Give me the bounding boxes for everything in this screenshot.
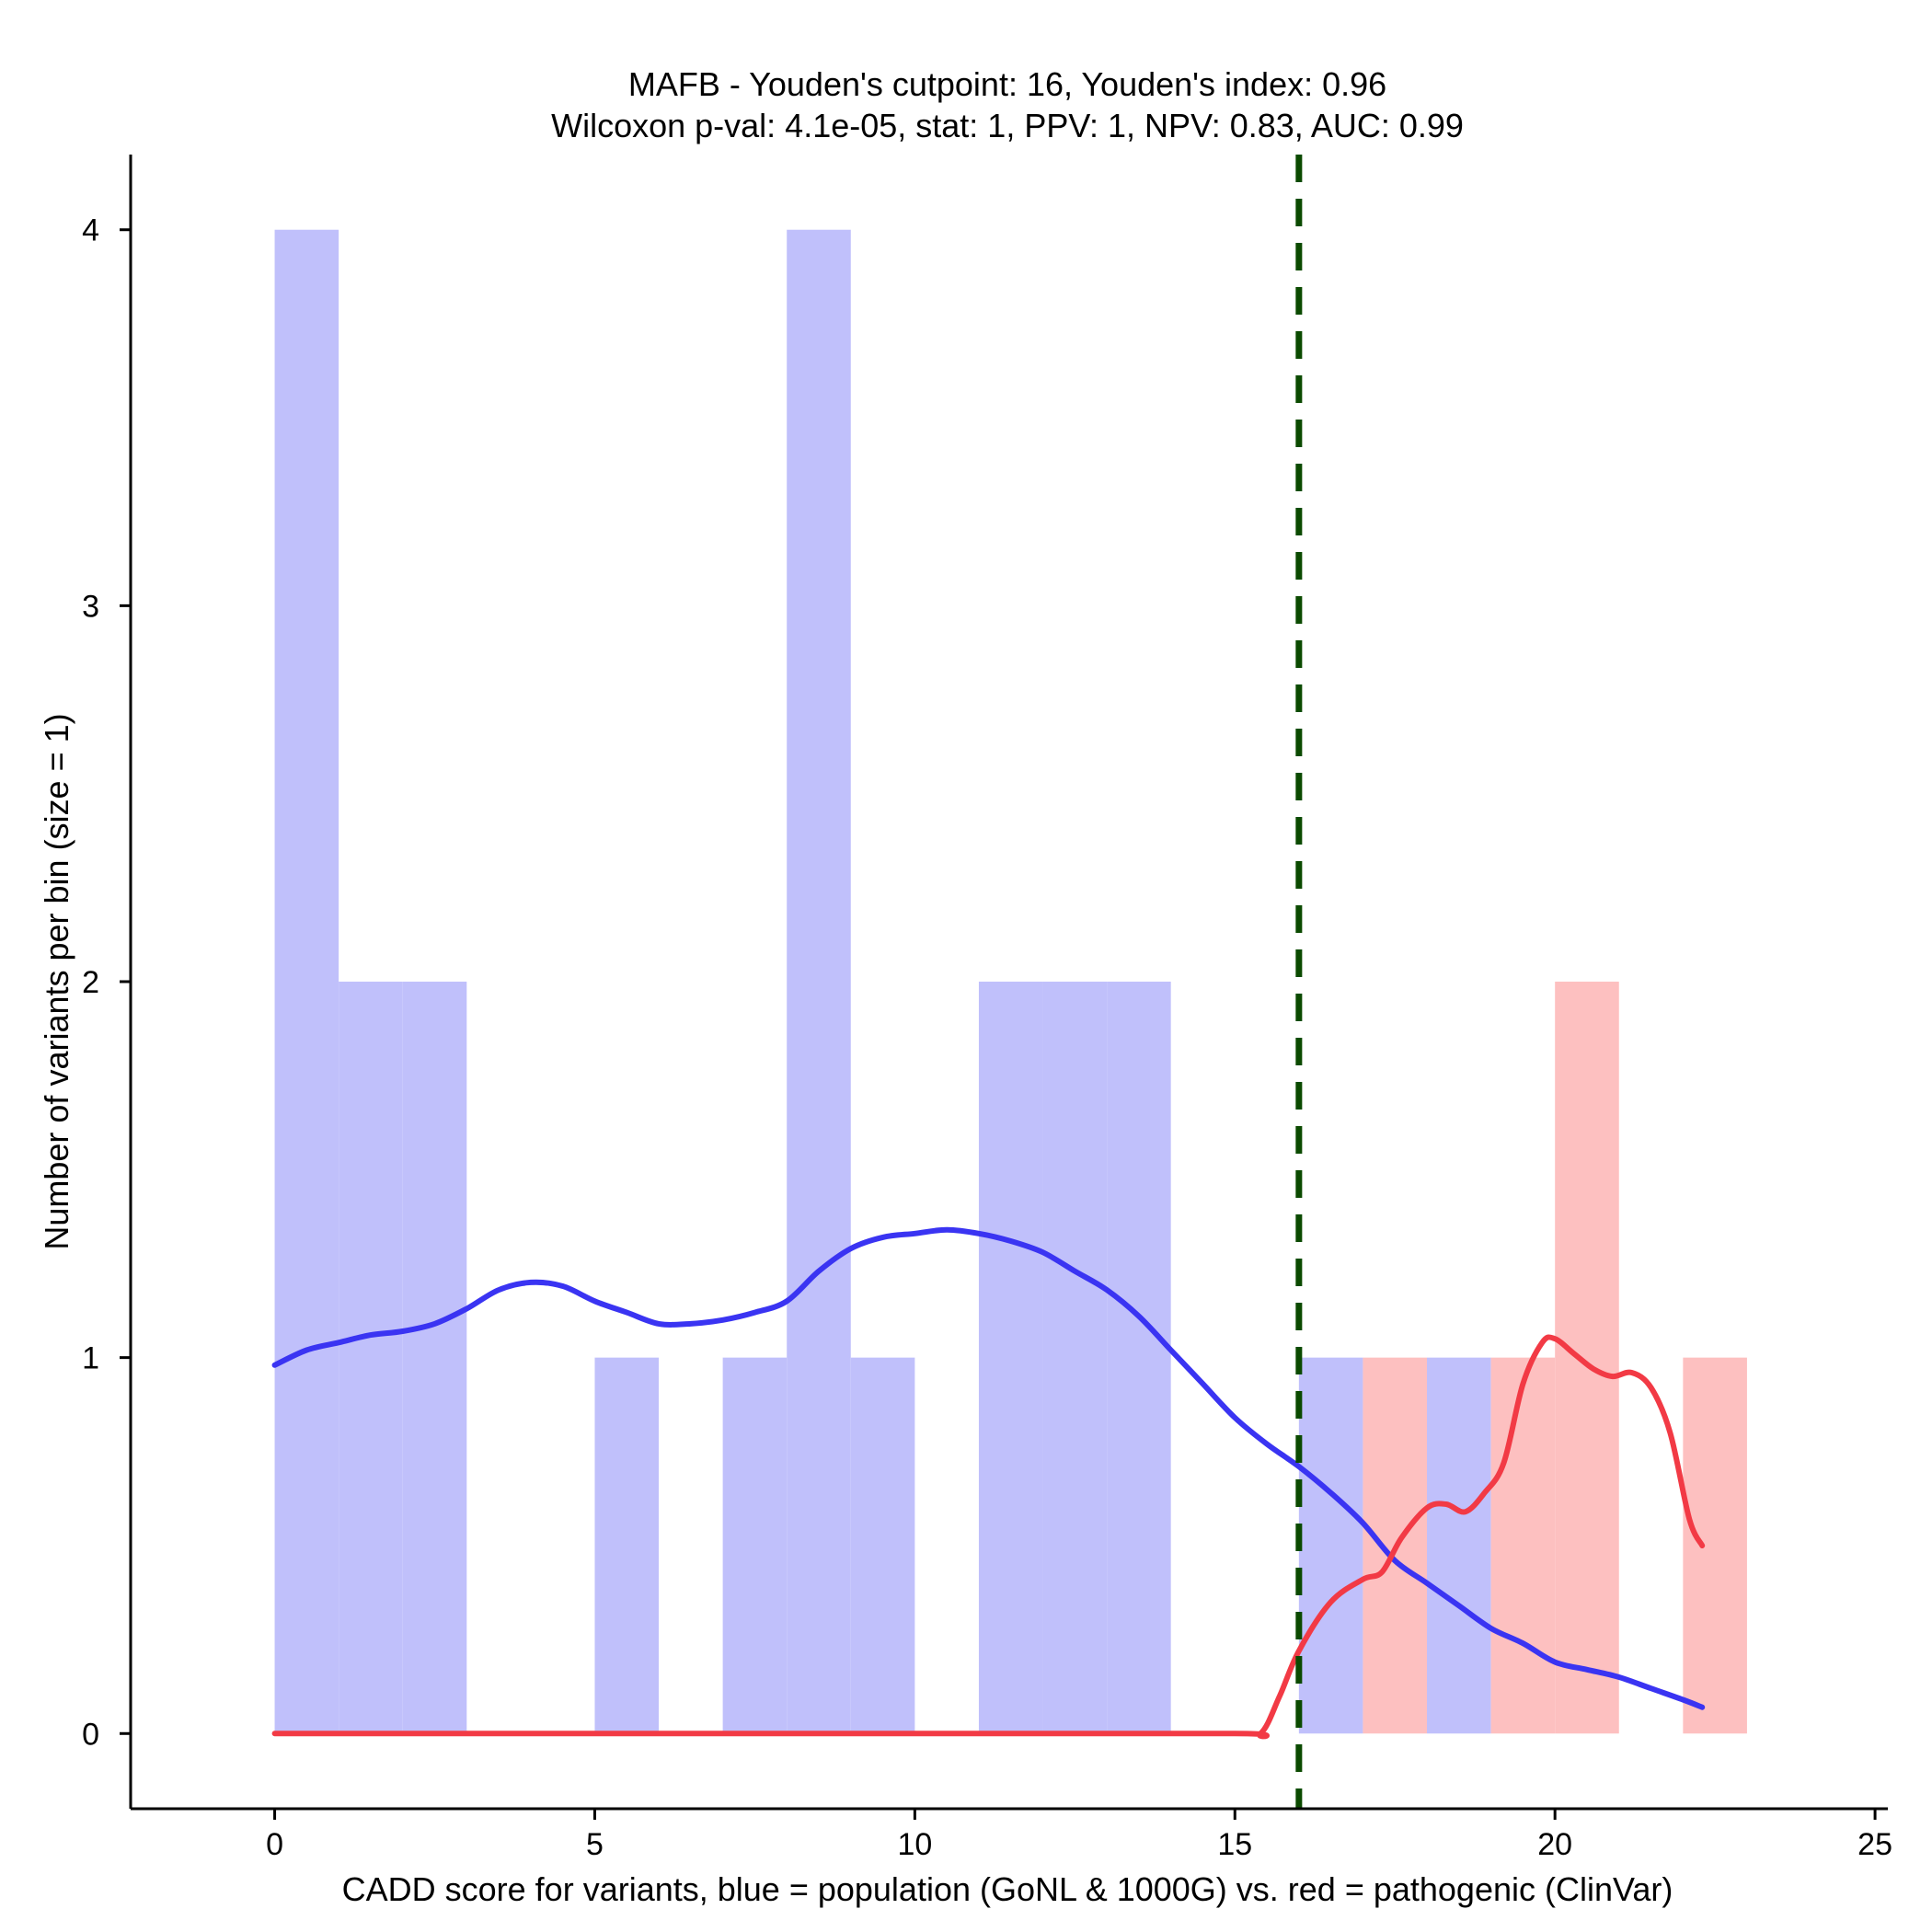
population-bar xyxy=(1298,1357,1363,1734)
x-axis-label: CADD score for variants, blue = populati… xyxy=(342,1870,1673,1908)
population-bar xyxy=(274,229,339,1734)
population-bar xyxy=(339,982,403,1734)
pathogenic-density-line xyxy=(271,1334,1706,1740)
population-density-line xyxy=(271,1226,1706,1710)
y-axis-label: Number of variants per bin (size = 1) xyxy=(38,713,75,1249)
x-tick-label: 20 xyxy=(1537,1827,1572,1862)
y-tick-label: 4 xyxy=(82,213,99,248)
x-tick-label: 10 xyxy=(897,1827,932,1862)
x-tick-label: 5 xyxy=(586,1827,604,1862)
pathogenic-bar xyxy=(1490,1357,1556,1734)
population-bar xyxy=(1042,982,1108,1734)
population-bars xyxy=(274,229,1491,1734)
x-tick-label: 0 xyxy=(266,1827,283,1862)
population-bar xyxy=(402,982,467,1734)
y-axis-ticks: 0 1 2 3 4 xyxy=(82,213,131,1752)
x-axis-ticks: 0 5 10 15 20 25 xyxy=(266,1809,1892,1862)
y-tick-label: 1 xyxy=(82,1341,99,1376)
pathogenic-bars xyxy=(1363,982,1747,1734)
population-bar xyxy=(1107,982,1171,1734)
pathogenic-bar xyxy=(1683,1357,1747,1734)
chart-subtitle: Wilcoxon p-val: 4.1e-05, stat: 1, PPV: 1… xyxy=(551,107,1464,144)
y-tick-label: 3 xyxy=(82,589,99,624)
population-bar xyxy=(722,1357,788,1734)
chart-title: MAFB - Youden's cutpoint: 16, Youden's i… xyxy=(628,65,1386,103)
population-bar xyxy=(978,982,1043,1734)
y-tick-label: 2 xyxy=(82,965,99,1000)
population-bar xyxy=(850,1357,915,1734)
x-tick-label: 25 xyxy=(1857,1827,1892,1862)
population-bar xyxy=(787,229,851,1734)
pathogenic-bar xyxy=(1555,982,1619,1734)
population-bar xyxy=(594,1357,660,1734)
y-tick-label: 0 xyxy=(82,1717,99,1752)
x-tick-label: 15 xyxy=(1217,1827,1252,1862)
population-bar xyxy=(1427,1357,1491,1734)
